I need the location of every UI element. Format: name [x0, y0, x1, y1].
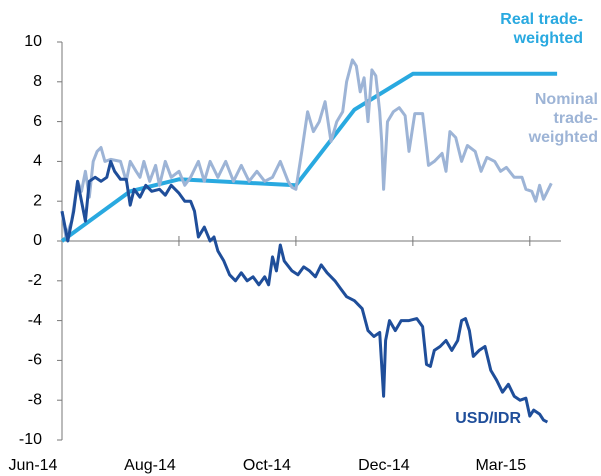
y-tick-label: -10 [19, 431, 42, 448]
y-tick-label: -8 [28, 391, 42, 408]
series-label: Real trade-weighted [500, 11, 583, 47]
series-line [60, 58, 553, 239]
series-label: USD/IDR [455, 410, 521, 427]
y-tick-label: 0 [33, 232, 42, 249]
x-tick-label: Mar-15 [475, 457, 526, 474]
y-tick-label: 10 [24, 33, 42, 50]
y-tick-label: -4 [28, 312, 42, 329]
series-line [60, 71, 558, 243]
y-tick-label: -2 [28, 272, 42, 289]
y-tick-label: 2 [33, 192, 42, 209]
series-line [60, 159, 549, 424]
series-label: Nominal trade-weighted [528, 91, 598, 146]
x-tick-label: Aug-14 [124, 457, 176, 474]
x-tick-label: Oct-14 [243, 457, 291, 474]
y-tick-label: 4 [33, 153, 42, 170]
y-tick-label: 8 [33, 73, 42, 90]
x-tick-label: Jun-14 [9, 457, 58, 474]
y-tick-label: -6 [28, 352, 42, 369]
y-tick-label: 6 [33, 113, 42, 130]
x-tick-label: Dec-14 [358, 457, 410, 474]
